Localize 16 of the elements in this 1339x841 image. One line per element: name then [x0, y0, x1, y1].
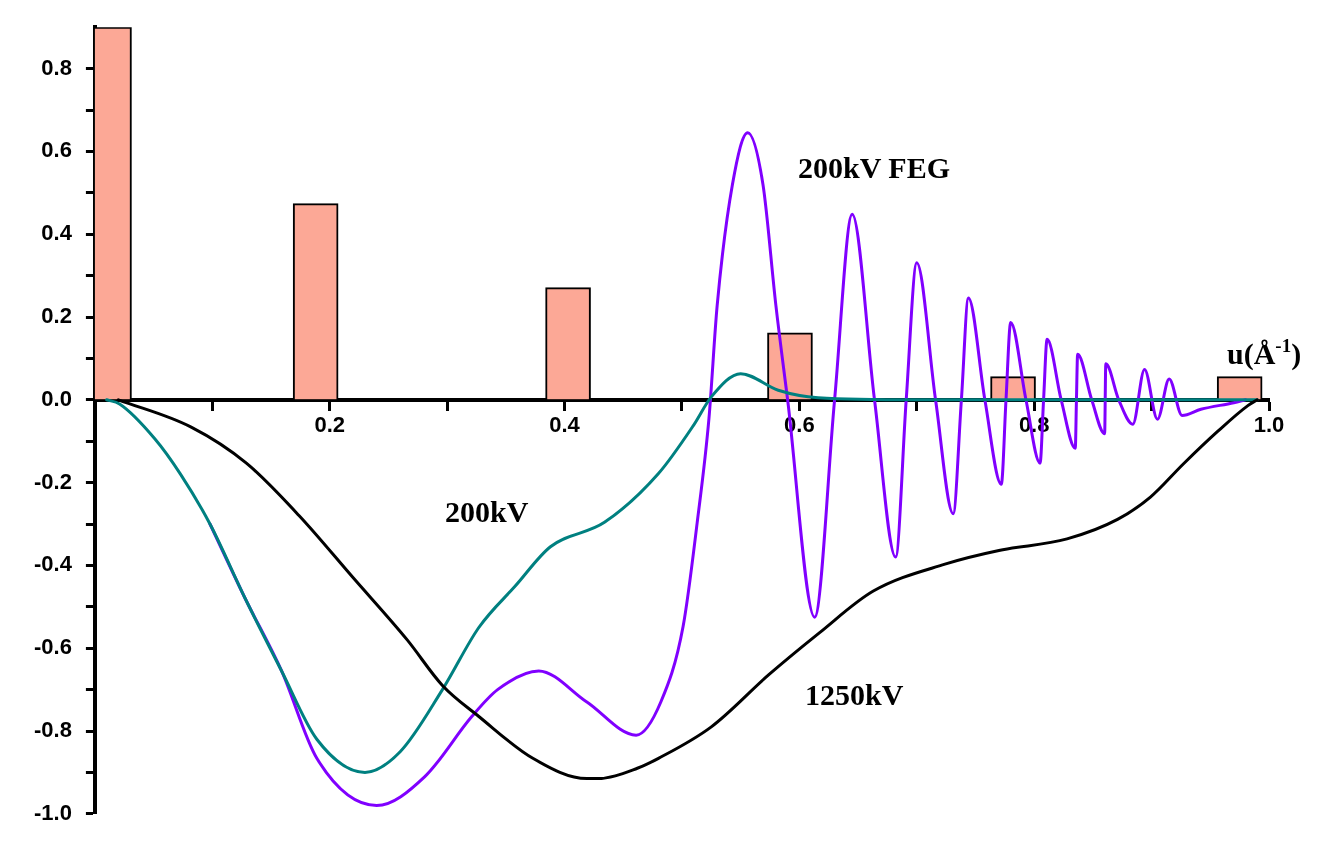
y-tick-label: -1.0 — [33, 799, 72, 825]
y-tick-label: -0.4 — [33, 551, 73, 577]
y-tick-label: 0.2 — [41, 303, 72, 329]
y-tick-label: 0.6 — [41, 137, 72, 163]
x-tick-label: 1.0 — [1253, 412, 1285, 438]
series-label: 1250kV — [805, 678, 904, 711]
y-tick-label: 0.8 — [41, 54, 72, 80]
x-tick-label: 0.2 — [314, 412, 346, 438]
x-tick-label: 0.4 — [549, 412, 581, 438]
series-label: 200kV FEG — [798, 151, 950, 184]
y-tick-label: 0.0 — [41, 385, 72, 411]
y-tick-label: -0.2 — [33, 468, 72, 494]
series-label: 200kV — [445, 495, 529, 528]
y-tick-label: 0.4 — [41, 220, 73, 246]
y-tick-label: -0.8 — [33, 717, 72, 743]
y-tick-label: -0.6 — [33, 634, 72, 660]
